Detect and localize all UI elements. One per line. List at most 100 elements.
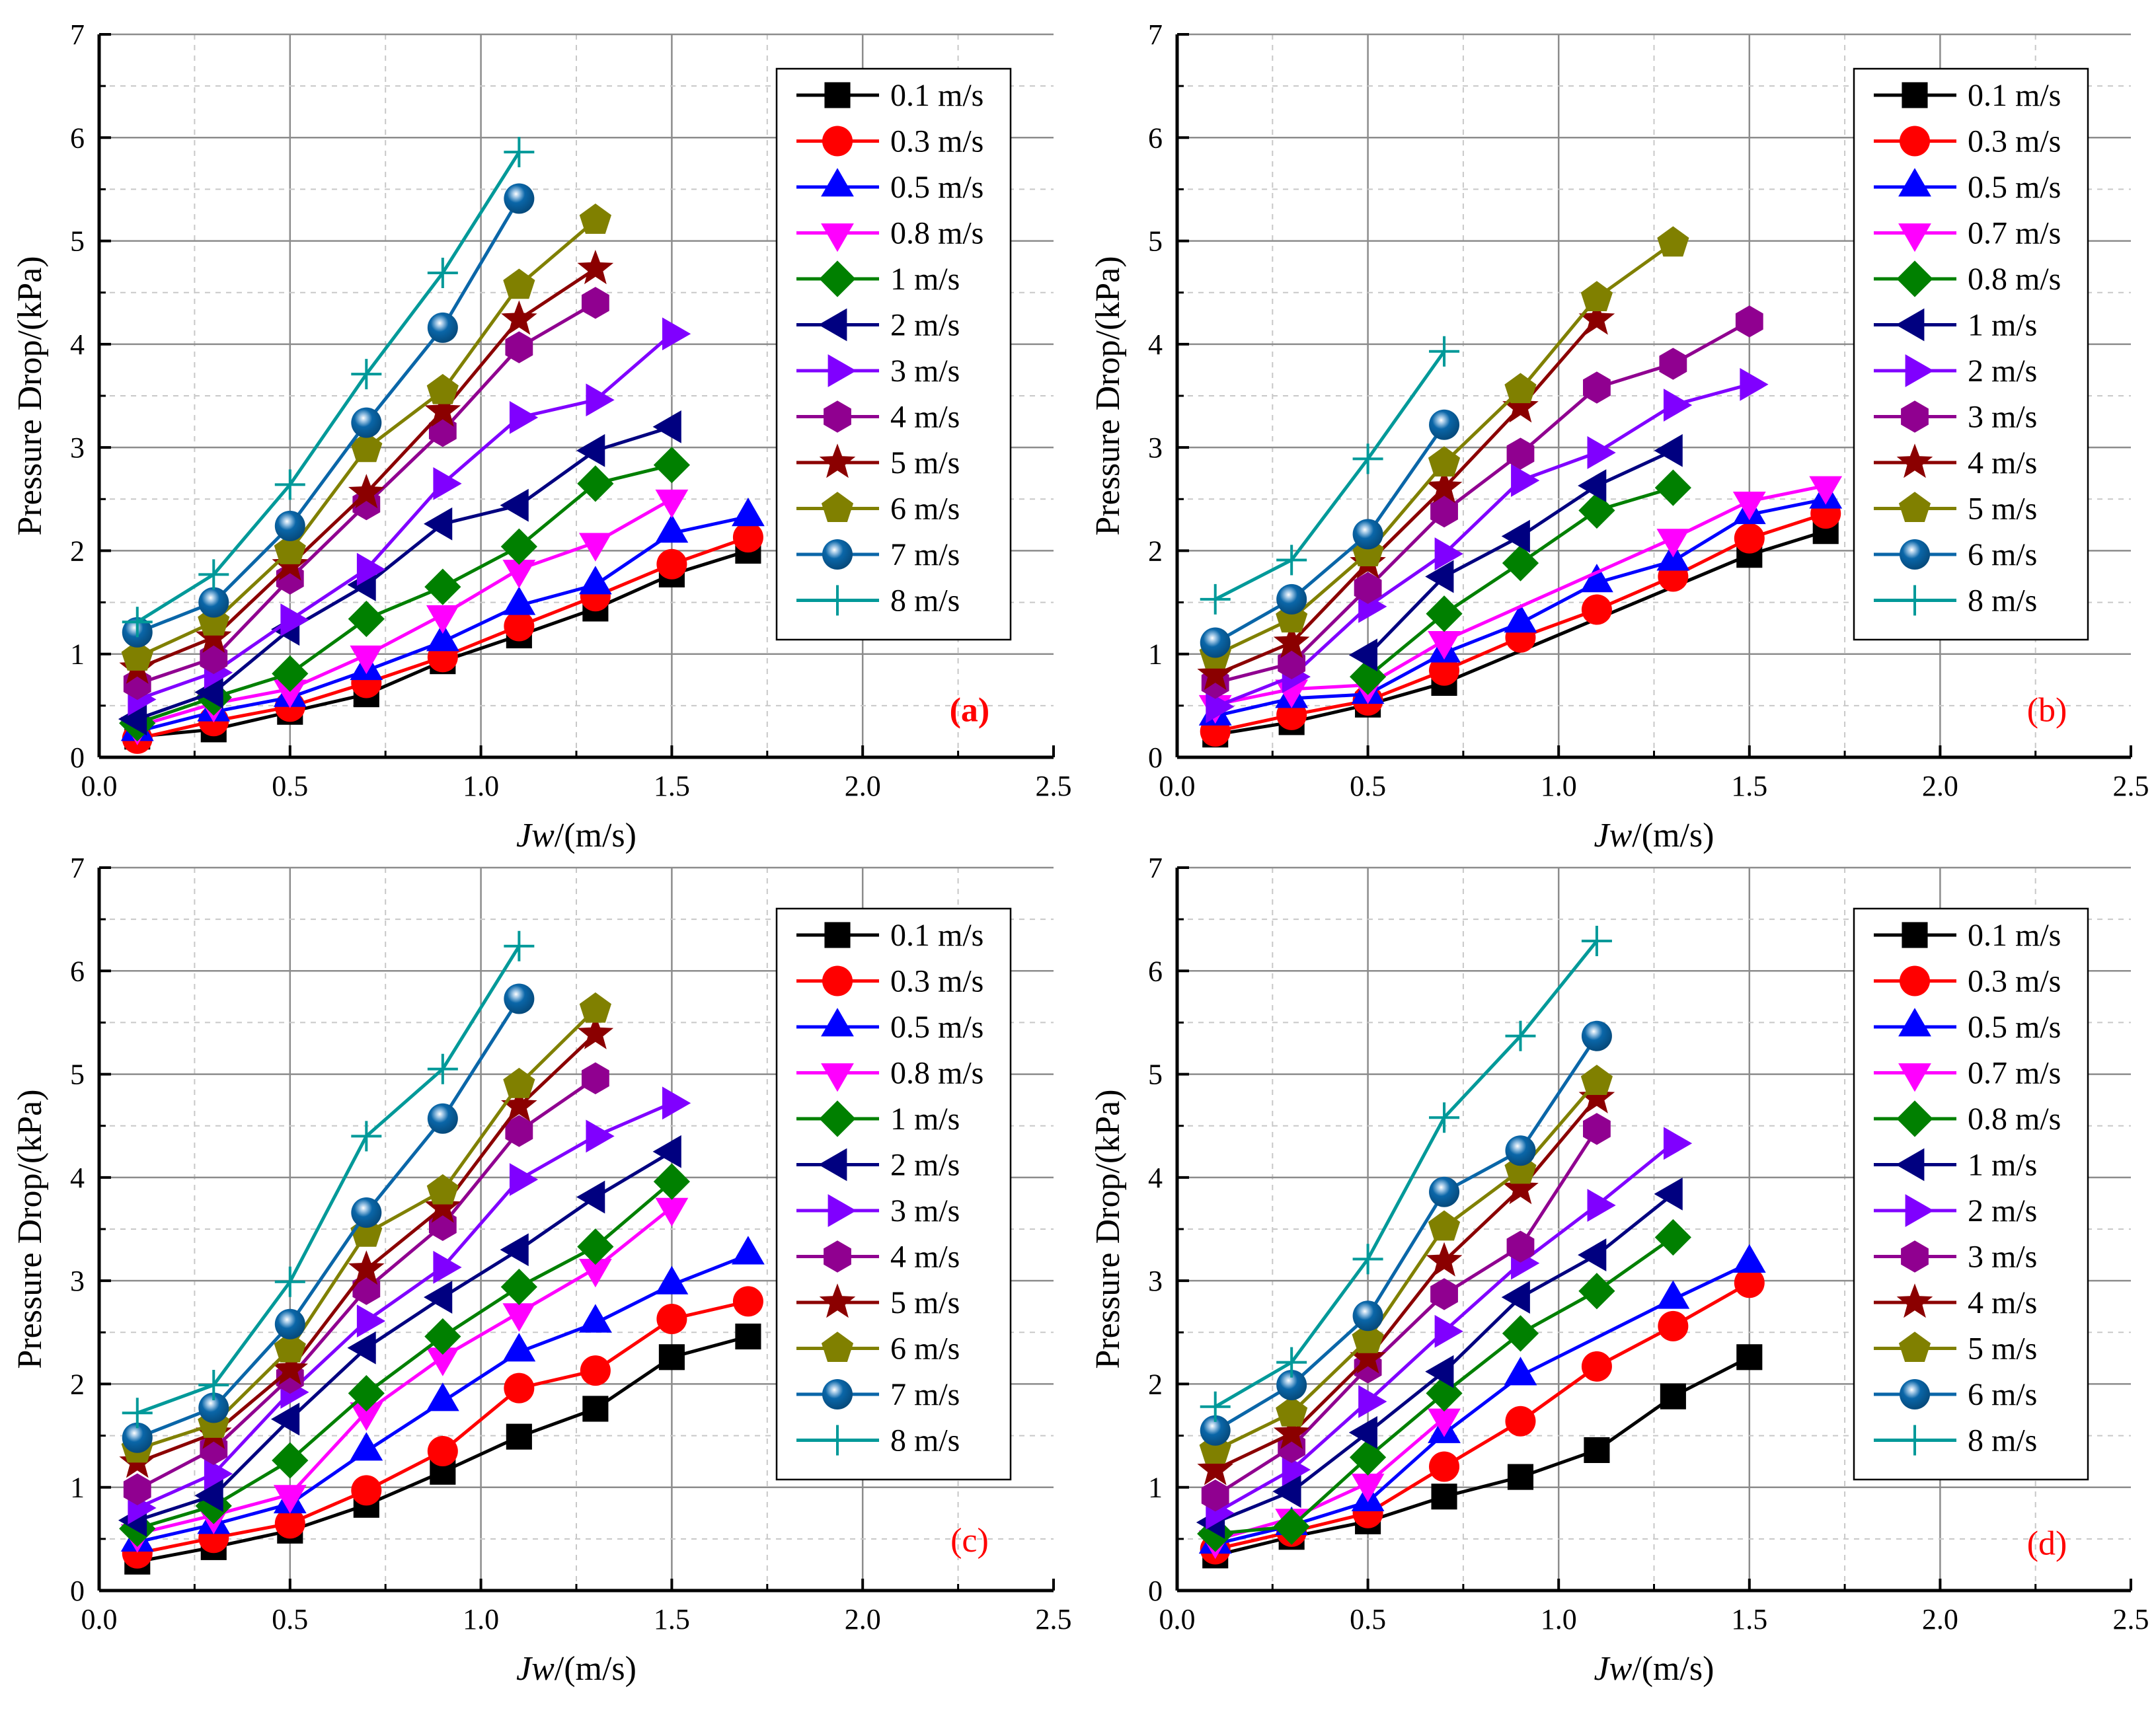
- legend-item: 0.1 m/s: [796, 918, 983, 953]
- ball-marker: [351, 407, 382, 438]
- series-3-m-s: [1201, 1113, 1611, 1512]
- legend-marker: [824, 400, 851, 433]
- x-axis-title: Jw/(m/s): [516, 817, 636, 854]
- star-marker: [1502, 388, 1539, 423]
- hexagon-marker: [581, 1062, 609, 1095]
- hexagon-marker: [1583, 1113, 1611, 1145]
- legend-label: 5 m/s: [1968, 1332, 2037, 1367]
- diamond-marker: [577, 465, 614, 502]
- data-point: [1660, 1383, 1686, 1409]
- series-line: [1214, 1035, 1599, 1432]
- triangle-right-marker: [1663, 1127, 1693, 1160]
- data-point: [652, 410, 681, 443]
- data-point: [426, 1382, 459, 1411]
- triangle-down-marker: [1428, 630, 1461, 660]
- legend-item: 0.3 m/s: [796, 124, 983, 159]
- x-tick-label: 2.0: [1922, 1603, 1958, 1635]
- x-tick-label: 0.0: [81, 1603, 118, 1635]
- series-line: [136, 1150, 673, 1522]
- data-point: [274, 469, 305, 500]
- triangle-down-marker: [578, 1258, 612, 1288]
- data-point: [1358, 1385, 1387, 1418]
- triangle-right-marker: [1434, 537, 1463, 571]
- y-tick-label: 6: [70, 122, 85, 154]
- x-axis-title-italic: Jw: [516, 817, 555, 854]
- ball-marker: [1429, 409, 1460, 440]
- data-point: [576, 1180, 605, 1214]
- legend-marker: [818, 308, 847, 342]
- legend-item: 0.5 m/s: [1874, 1008, 2061, 1045]
- pentagon-marker: [579, 204, 611, 234]
- x-tick-label: 1.0: [1541, 1603, 1577, 1635]
- series-line: [136, 945, 521, 1415]
- data-point: [350, 645, 383, 675]
- pentagon-marker: [1898, 1332, 1931, 1362]
- series-line: [136, 425, 673, 721]
- series-line: [1214, 350, 1446, 601]
- legend-label: 4 m/s: [890, 1240, 960, 1275]
- data-point: [194, 1479, 223, 1513]
- legend-label: 5 m/s: [1968, 492, 2037, 527]
- y-tick-label: 5: [70, 225, 85, 258]
- legend-item: 8 m/s: [796, 583, 960, 619]
- legend-item: 6 m/s: [796, 1332, 960, 1367]
- x-tick-label: 0.0: [1159, 1603, 1196, 1635]
- legend-item: 0.5 m/s: [796, 168, 983, 205]
- pentagon-marker: [1898, 492, 1931, 522]
- x-axis-title: Jw/(m/s): [1594, 1650, 1714, 1688]
- panel-label: (c): [950, 1522, 989, 1559]
- circle-marker: [822, 965, 853, 996]
- data-point: [351, 1197, 382, 1228]
- legend: 0.1 m/s 0.3 m/s 0.5 m/s 0.8 m/s 1 m/s 2 m/s 3 …: [775, 907, 1012, 1481]
- data-point: [274, 510, 305, 541]
- y-tick-label: 1: [70, 1472, 85, 1504]
- star-marker: [272, 1350, 309, 1385]
- data-point: [280, 603, 309, 637]
- triangle-up-marker: [655, 514, 689, 543]
- data-point: [1578, 1078, 1615, 1113]
- data-point: [504, 983, 535, 1014]
- pentagon-marker: [426, 373, 459, 404]
- y-tick-label: 2: [70, 1368, 85, 1400]
- legend-item: 7 m/s: [796, 1377, 960, 1412]
- data-point: [1434, 1314, 1463, 1348]
- data-point: [656, 1303, 687, 1334]
- square-marker: [1736, 1344, 1763, 1371]
- diamond-marker: [1896, 1100, 1933, 1137]
- data-point: [505, 1115, 533, 1147]
- legend-label: 0.1 m/s: [890, 918, 983, 953]
- legend-item: 0.1 m/s: [1874, 78, 2061, 113]
- data-point: [501, 1087, 537, 1122]
- data-point: [1504, 1357, 1537, 1386]
- data-point: [1273, 1414, 1310, 1449]
- x-tick-label: 1.5: [1731, 1603, 1767, 1635]
- legend-label: 0.3 m/s: [1968, 124, 2061, 159]
- ball-marker: [1352, 1300, 1383, 1332]
- hexagon-marker: [1201, 1480, 1229, 1512]
- data-point: [1511, 464, 1540, 498]
- square-marker: [1660, 1383, 1686, 1409]
- pentagon-marker: [1580, 281, 1613, 312]
- data-point: [1578, 300, 1615, 335]
- hexagon-marker: [824, 400, 851, 433]
- data-point: [1272, 1475, 1301, 1508]
- legend-label: 0.3 m/s: [890, 964, 983, 999]
- ball-marker: [198, 1392, 229, 1423]
- diamond-marker: [1578, 492, 1615, 529]
- data-point: [351, 359, 382, 390]
- y-tick-label: 5: [1148, 1059, 1163, 1091]
- triangle-right-marker: [204, 1457, 233, 1491]
- data-point: [1206, 690, 1235, 724]
- legend-item: 5 m/s: [1874, 1332, 2037, 1367]
- y-tick-label: 7: [1148, 19, 1163, 51]
- legend-item: 5 m/s: [796, 1283, 960, 1320]
- pentagon-marker: [274, 1332, 306, 1363]
- legend-marker: [822, 1425, 853, 1456]
- legend-marker: [822, 1379, 853, 1409]
- panel-label: (d): [2027, 1525, 2067, 1563]
- data-point: [433, 1250, 462, 1284]
- y-tick-label: 5: [70, 1059, 85, 1091]
- legend-item: 0.3 m/s: [1874, 124, 2061, 159]
- triangle-up-marker: [655, 1265, 689, 1295]
